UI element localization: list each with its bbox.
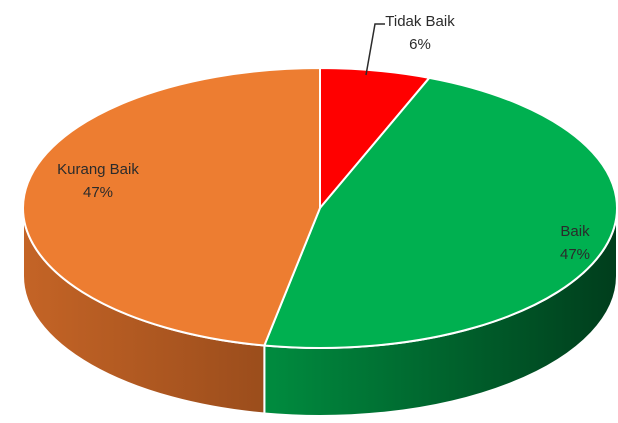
slice-label-kurang-baik: Kurang Baik xyxy=(57,161,139,178)
slice-value-kurang-baik: 47% xyxy=(83,184,113,201)
slice-label-baik: Baik xyxy=(560,223,590,240)
pie-slice-baik xyxy=(263,76,618,349)
tidak-baik-leader-line xyxy=(365,23,385,76)
slice-label-tidak-baik: Tidak Baik xyxy=(385,13,455,30)
slice-value-baik: 47% xyxy=(560,246,590,263)
pie-slice-kurang-baik xyxy=(22,67,321,347)
slice-value-tidak-baik: 6% xyxy=(409,36,431,53)
